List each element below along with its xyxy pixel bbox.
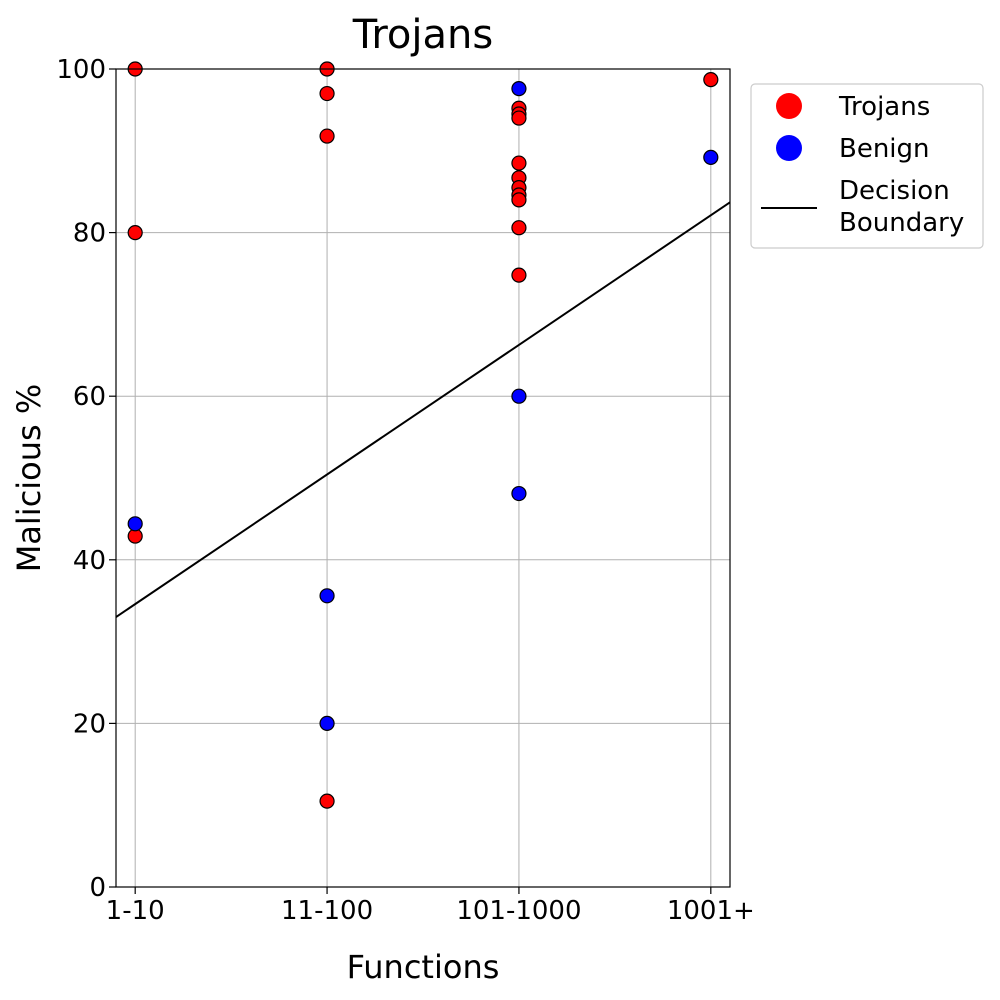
x-tick-label: 11-100 bbox=[281, 896, 373, 926]
point-trojans bbox=[511, 192, 527, 208]
legend-marker-benign bbox=[776, 135, 802, 161]
y-tick-label: 0 bbox=[89, 873, 106, 903]
decision-boundary-group bbox=[115, 201, 731, 618]
x-axis-ticks: 1-10 11-100 101-1000 1001+ bbox=[106, 887, 755, 926]
plot-frame bbox=[115, 68, 731, 888]
x-tick-label: 101-1000 bbox=[456, 896, 581, 926]
point-trojans bbox=[319, 85, 335, 102]
y-tick-label: 20 bbox=[73, 709, 106, 739]
legend-label-boundary-line2: Boundary bbox=[839, 208, 964, 238]
legend: Trojans Benign Decision Boundary bbox=[750, 83, 984, 249]
legend-label-trojans: Trojans bbox=[838, 92, 930, 122]
point-trojans bbox=[511, 110, 527, 126]
point-benign bbox=[319, 715, 335, 732]
y-axis-label: Malicious % bbox=[10, 384, 48, 573]
y-axis-ticks: 0 20 40 60 80 100 bbox=[56, 55, 116, 903]
x-axis-label: Functions bbox=[347, 948, 500, 986]
point-benign bbox=[127, 516, 143, 532]
y-tick-label: 60 bbox=[73, 382, 106, 412]
decision-boundary-line bbox=[115, 201, 731, 618]
point-benign bbox=[511, 81, 527, 97]
point-trojans bbox=[511, 267, 527, 283]
point-trojans bbox=[319, 128, 335, 144]
y-tick-label: 80 bbox=[73, 219, 106, 249]
grid bbox=[116, 68, 730, 888]
point-trojans bbox=[127, 225, 143, 241]
chart-title: Trojans bbox=[352, 12, 493, 58]
point-trojans bbox=[511, 220, 527, 236]
point-trojans bbox=[511, 155, 527, 171]
y-tick-label: 100 bbox=[56, 55, 106, 85]
point-trojans bbox=[319, 793, 335, 809]
legend-marker-trojans bbox=[776, 93, 802, 119]
legend-label-boundary: Decision Boundary bbox=[839, 176, 964, 238]
data-points bbox=[127, 61, 719, 809]
point-benign bbox=[511, 485, 527, 502]
legend-label-benign: Benign bbox=[839, 134, 930, 164]
y-tick-label: 40 bbox=[73, 546, 106, 576]
point-benign bbox=[319, 588, 335, 604]
x-tick-label: 1-10 bbox=[106, 896, 165, 926]
point-benign bbox=[511, 388, 527, 404]
legend-label-boundary-line1: Decision bbox=[839, 176, 950, 206]
point-benign bbox=[703, 149, 719, 165]
x-tick-label: 1001+ bbox=[667, 896, 755, 926]
point-trojans bbox=[703, 72, 719, 88]
